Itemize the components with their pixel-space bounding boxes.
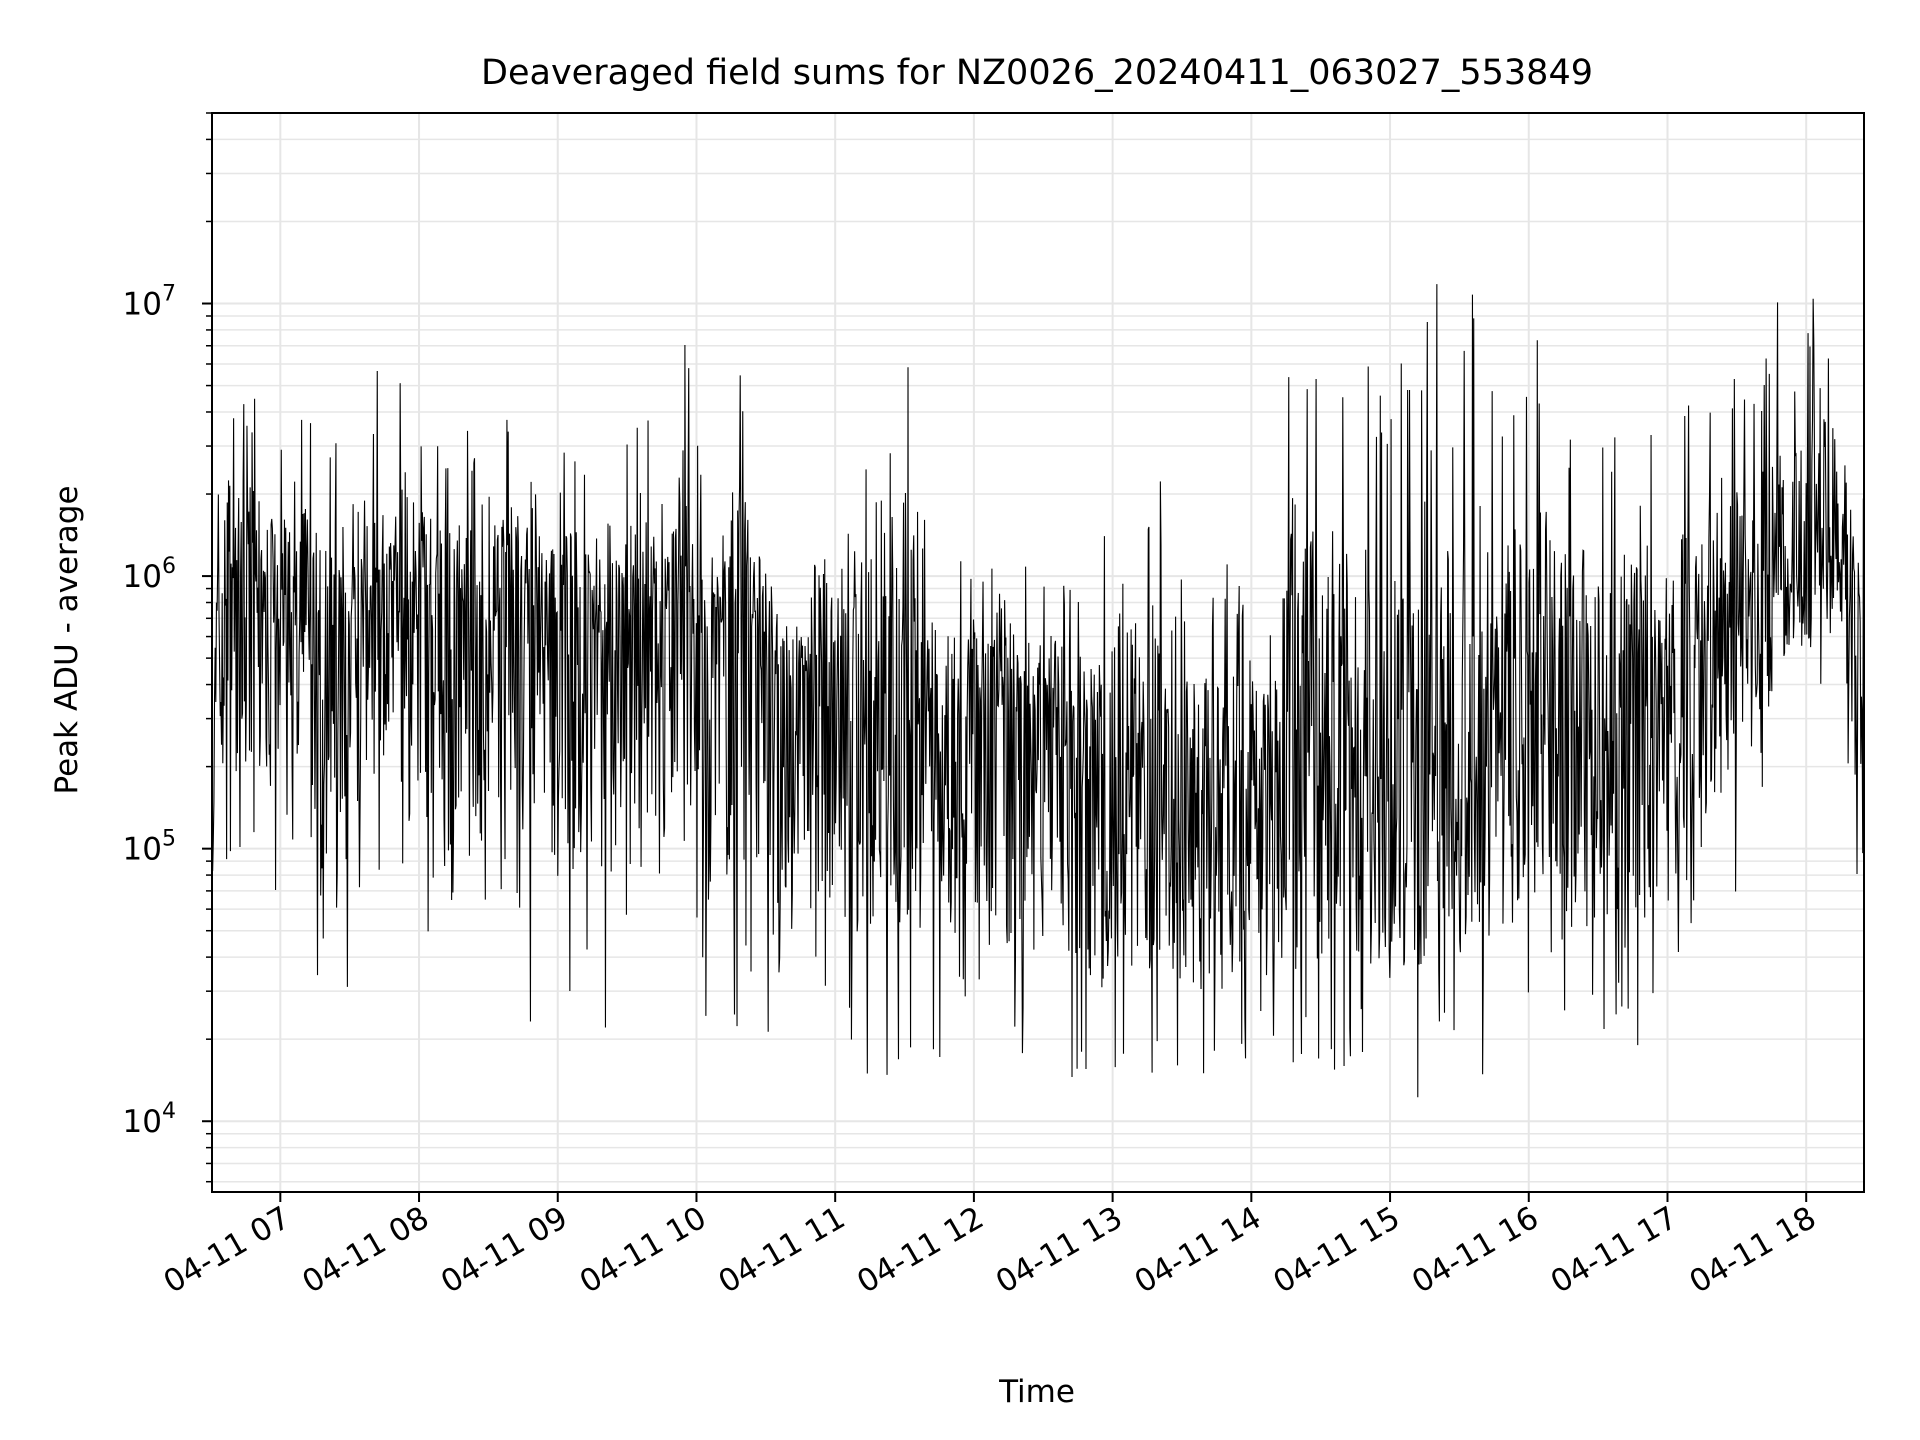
y-tick-label: 104 xyxy=(123,1099,176,1140)
y-tick-label: 106 xyxy=(123,554,176,595)
series-polyline xyxy=(211,284,1865,1098)
y-axis-label: Peak ADU - average xyxy=(49,485,85,794)
plot-frame xyxy=(211,112,1865,1193)
y-tick-label: 107 xyxy=(123,282,176,323)
chart-title: Deaveraged field sums for NZ0026_2024041… xyxy=(481,53,1593,93)
series-line xyxy=(211,284,1865,1098)
x-axis-label: Time xyxy=(998,1374,1075,1410)
y-tick-label: 105 xyxy=(123,827,176,868)
